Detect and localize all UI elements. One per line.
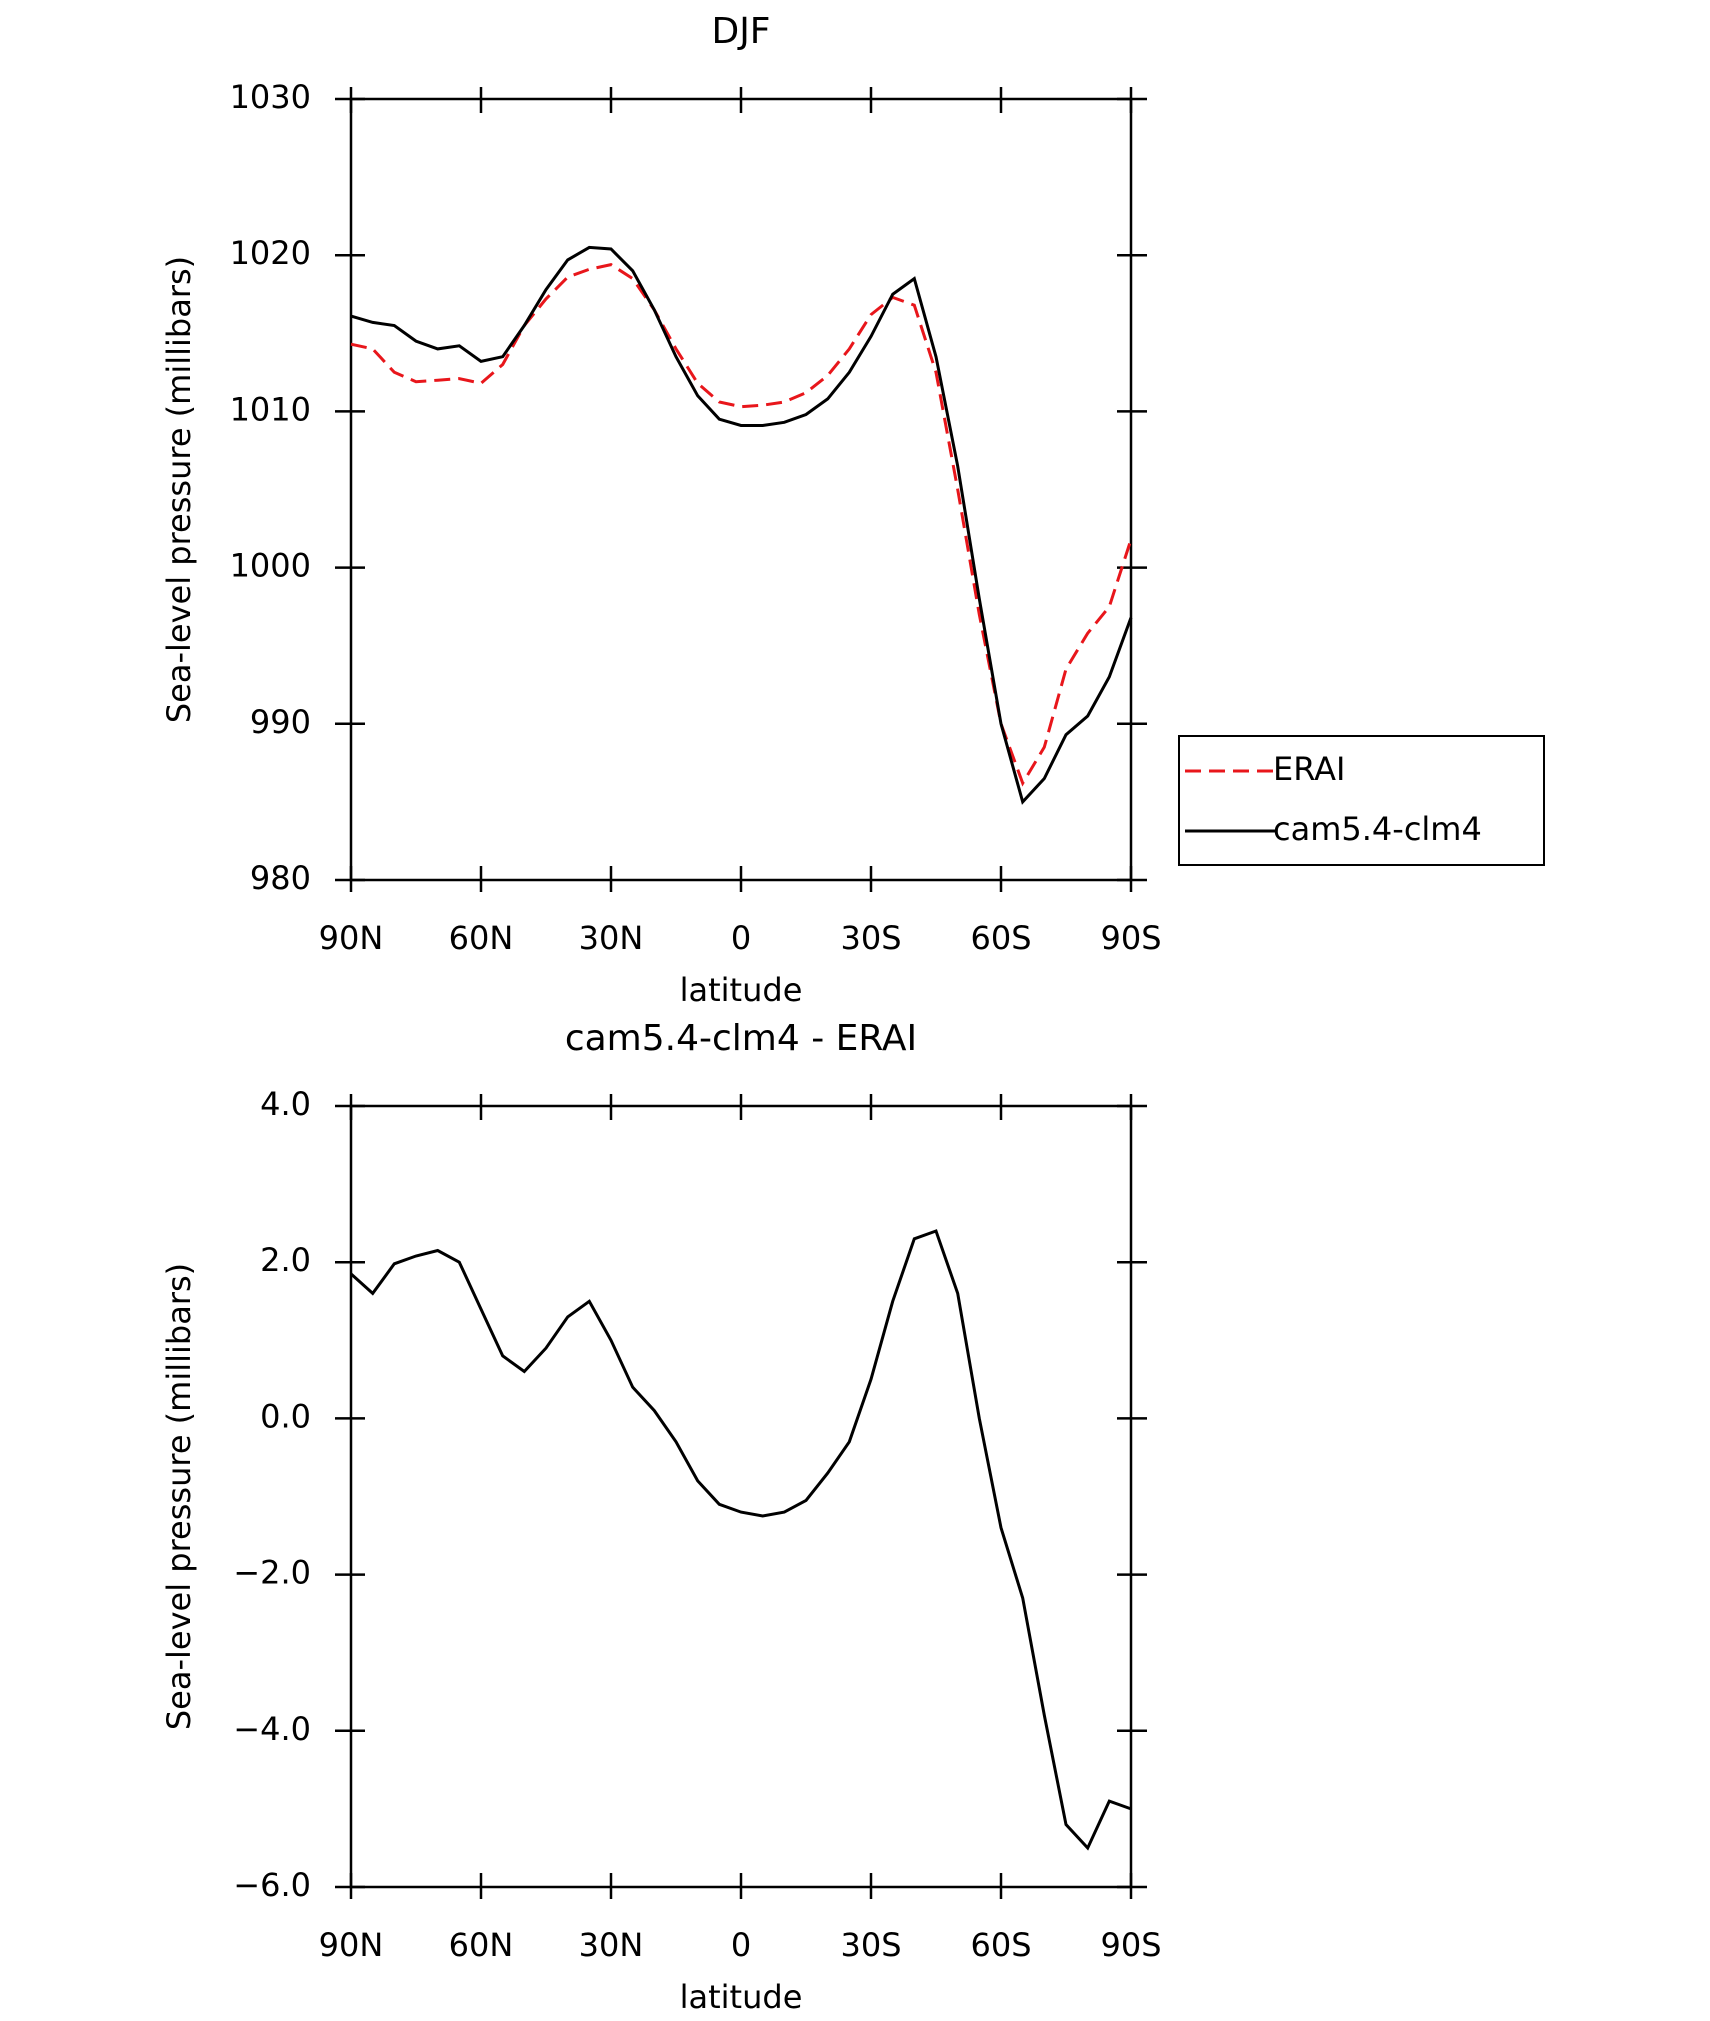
y-tick-label: 1020 [230,234,311,272]
x-tick-label: 60N [449,1926,514,1964]
x-axis-label: latitude [680,1978,803,2016]
y-tick-label: 4.0 [260,1085,311,1123]
x-tick-label: 90N [319,919,384,957]
x-tick-label: 30S [840,1926,901,1964]
plot-frame [349,97,1133,882]
plot-frame [349,1104,1133,1889]
x-tick-label: 90N [319,1926,384,1964]
y-axis-label: Sea-level pressure (millibars) [160,256,198,723]
x-tick-label: 60S [970,919,1031,957]
y-tick-label: 0.0 [260,1397,311,1435]
chart-title: cam5.4-clm4 - ERAI [565,1018,917,1059]
x-tick-label: 30N [579,1926,644,1964]
x-tick-label: 30N [579,919,644,957]
x-axis-label: latitude [680,971,803,1009]
y-tick-label: −4.0 [233,1710,311,1748]
x-tick-label: 90S [1100,1926,1161,1964]
legend-label: cam5.4-clm4 [1273,810,1482,848]
y-tick-label: −6.0 [233,1866,311,1904]
y-tick-label: −2.0 [233,1554,311,1592]
data-line [350,245,1133,805]
x-tick-label: 30S [840,919,901,957]
y-tick-label: 1030 [230,78,311,116]
legend-label: ERAI [1273,750,1345,788]
y-tick-label: 1000 [230,547,311,585]
y-tick-label: 1010 [230,390,311,428]
data-line [349,1229,1132,1851]
chart-title: DJF [711,11,770,52]
x-tick-label: 0 [731,919,751,957]
y-tick-label: 2.0 [260,1241,311,1279]
y-tick-label: 980 [250,859,311,897]
x-tick-label: 60S [970,1926,1031,1964]
x-tick-label: 90S [1100,919,1161,957]
x-tick-label: 60N [449,919,514,957]
y-tick-label: 990 [250,703,311,741]
y-axis-label: Sea-level pressure (millibars) [160,1263,198,1730]
x-tick-label: 0 [731,1926,751,1964]
data-line [350,263,1133,787]
legend-box [1178,735,1545,866]
